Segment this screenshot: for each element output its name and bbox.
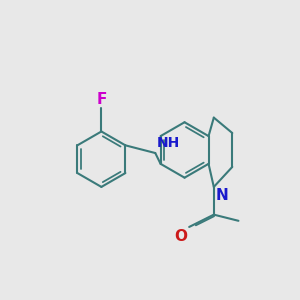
Text: F: F bbox=[96, 92, 106, 107]
Text: O: O bbox=[174, 229, 187, 244]
Text: N: N bbox=[216, 188, 229, 203]
Text: NH: NH bbox=[157, 136, 180, 150]
